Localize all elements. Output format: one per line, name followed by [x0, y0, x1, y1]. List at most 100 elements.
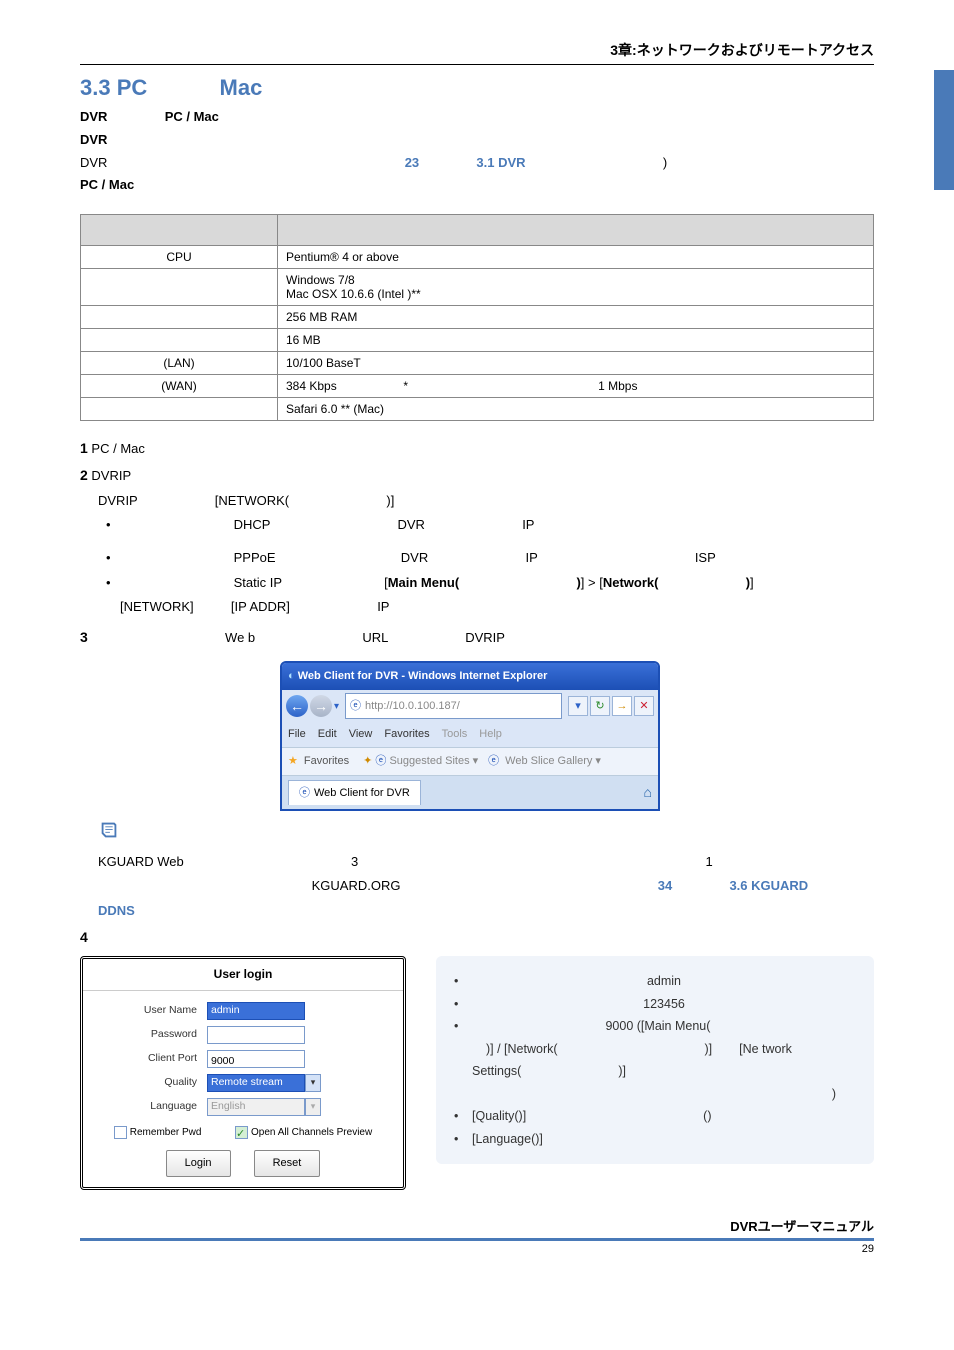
back-icon[interactable]: ←	[286, 695, 308, 717]
intro-page-ref[interactable]: 23	[405, 155, 419, 170]
info-l4b: ()	[703, 1109, 711, 1123]
info-l3c: )]	[705, 1042, 713, 1056]
note-icon	[98, 819, 120, 841]
s2b3c-a: [NETWORK]	[120, 599, 194, 614]
step-3-num: 3	[80, 629, 88, 645]
login-info-box: •admin •123456 • 9000 ([Main Menu( )] / …	[436, 956, 874, 1164]
steps: 1 PC / Mac 2 DVRIP DVRIP [NETWORK( )] • …	[80, 435, 874, 1189]
note-ddns[interactable]: DDNS	[98, 903, 135, 918]
info-pw: 123456	[643, 997, 685, 1011]
s2b3-b: [Main Menu(	[384, 575, 459, 590]
dropdown-icon[interactable]: ▾	[334, 697, 339, 716]
s2b2-c: IP	[526, 550, 538, 565]
s2-b: [NETWORK(	[215, 493, 289, 508]
s2b2-a: PPPoE	[234, 550, 276, 565]
footer-title: DVRユーザーマニュアル	[80, 1216, 874, 1241]
intro-dvr2: DVR	[80, 130, 874, 151]
intro-paren: )	[663, 155, 667, 170]
s3-c: DVRIP	[465, 630, 505, 645]
note-page-ref[interactable]: 34	[658, 878, 672, 893]
table-row: 256 MB RAM	[81, 306, 874, 329]
spec-table: CPUPentium® 4 or above Windows 7/8 Mac O…	[80, 214, 874, 421]
username-input[interactable]: admin	[207, 1002, 305, 1020]
s2b1-b: DVR	[397, 517, 424, 532]
intro-l3a: DVR	[80, 155, 107, 170]
browser-screenshot: ◐ Web Client for DVR - Windows Internet …	[280, 661, 660, 811]
intro-dvr: DVR	[80, 109, 107, 124]
step-1-num: 1	[80, 440, 88, 456]
table-row: Safari 6.0 ** (Mac)	[81, 398, 874, 421]
port-input[interactable]: 9000	[207, 1050, 305, 1068]
table-row: (LAN)10/100 BaseT	[81, 352, 874, 375]
quality-select[interactable]: Remote stream	[207, 1074, 305, 1092]
chevron-down-icon[interactable]: ▾	[305, 1074, 321, 1092]
step-2-text: DVRIP	[91, 468, 131, 483]
step-4-num: 4	[80, 929, 88, 945]
port-label: Client Port	[97, 1049, 207, 1069]
web-slice[interactable]: Web Slice Gallery ▾	[505, 751, 601, 772]
password-input[interactable]	[207, 1026, 305, 1044]
s2b2-d: ISP	[695, 550, 716, 565]
chapter-header: 3章:ネットワークおよびリモートアクセス	[80, 40, 874, 65]
username-label: User Name	[97, 1001, 207, 1021]
note-l1-b: 3	[351, 854, 358, 869]
info-admin: admin	[647, 974, 681, 988]
info-l3d: [Ne twork	[739, 1042, 792, 1056]
info-l3a: 9000 ([Main Menu(	[605, 1019, 710, 1033]
intro-pcmac: PC / Mac	[165, 109, 219, 124]
star-icon: ★	[288, 751, 298, 772]
login-button[interactable]: Login	[166, 1150, 231, 1177]
ie-title: ◐ Web Client for DVR - Windows Internet …	[282, 663, 658, 690]
info-l3g: )	[832, 1087, 836, 1101]
language-select[interactable]: English	[207, 1098, 305, 1116]
s2b1-c: IP	[522, 517, 534, 532]
table-row: CPUPentium® 4 or above	[81, 246, 874, 269]
forward-icon[interactable]: →	[310, 695, 332, 717]
s2b3-a: Static IP	[234, 575, 282, 590]
spec-header-2	[278, 215, 874, 246]
chevron-down-icon: ▾	[305, 1098, 321, 1116]
stop-icon[interactable]: ✕	[634, 696, 654, 716]
info-l3e: Settings(	[472, 1064, 521, 1078]
note-l1-a: KGUARD Web	[98, 854, 184, 869]
s2-c: )]	[386, 493, 394, 508]
password-label: Password	[97, 1025, 207, 1045]
reset-button[interactable]: Reset	[254, 1150, 321, 1177]
ie-favorites-bar[interactable]: ★ Favorites ✦ ⓔ Suggested Sites ▾ ⓔ Web …	[282, 747, 658, 775]
language-label: Language	[97, 1097, 207, 1117]
page-number: 29	[80, 1243, 874, 1255]
s2b1-a: DHCP	[234, 517, 271, 532]
remember-checkbox[interactable]: Remember Pwd	[114, 1123, 202, 1142]
step-1-text: PC / Mac	[91, 441, 144, 456]
ie-tab[interactable]: ⓔ Web Client for DVR	[288, 780, 421, 806]
s2b3-c: )] > [Network(	[576, 575, 658, 590]
login-title: User login	[83, 959, 403, 991]
openall-checkbox[interactable]: Open All Channels Preview	[235, 1123, 372, 1142]
table-row: (WAN)384 Kbps * 1 Mbps	[81, 375, 874, 398]
s2b3c-c: IP	[377, 599, 389, 614]
home-icon[interactable]: ⌂	[644, 779, 652, 806]
s2-a: DVRIP	[98, 493, 138, 508]
login-panel: User login User Name admin Password Clie…	[80, 956, 406, 1189]
spec-header-1	[81, 215, 278, 246]
url-bar[interactable]: ⓔ http://10.0.100.187/	[345, 693, 562, 720]
side-tab	[934, 70, 954, 190]
suggested-sites[interactable]: ✦ ⓔ Suggested Sites ▾	[363, 751, 478, 772]
info-l3f: )]	[618, 1064, 626, 1078]
dropdown-icon[interactable]: ▾	[568, 696, 588, 716]
note-l2-a: KGUARD.ORG	[312, 878, 401, 893]
section-title-num: 3.3 PC	[80, 75, 147, 100]
step-2-num: 2	[80, 467, 88, 483]
go-icon[interactable]: →	[612, 696, 632, 716]
section-title: 3.3 PC Mac	[80, 75, 874, 101]
s3-a: We b	[225, 630, 255, 645]
intro-section-ref[interactable]: 3.1 DVR	[476, 155, 525, 170]
ie-menu-bar[interactable]: FileEditViewFavoritesToolsHelp	[282, 722, 658, 747]
refresh-icon[interactable]: ↻	[590, 696, 610, 716]
table-row: Windows 7/8 Mac OSX 10.6.6 (Intel )**	[81, 269, 874, 306]
quality-label: Quality	[97, 1073, 207, 1093]
note-section-ref[interactable]: 3.6 KGUARD	[729, 878, 808, 893]
info-l3b: )] / [Network(	[486, 1042, 558, 1056]
info-l5: [Language()]	[472, 1132, 543, 1146]
s2b3c-b: [IP ADDR]	[231, 599, 290, 614]
